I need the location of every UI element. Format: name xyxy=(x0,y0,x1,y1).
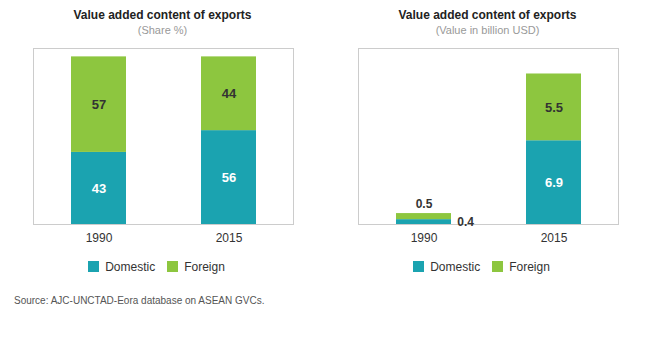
html-text:Value added content of exports: Value added content of exports xyxy=(398,8,577,22)
html-text:Foreign: Foreign xyxy=(509,259,550,274)
html-text:(Share %): (Share %) xyxy=(137,24,188,36)
html-text:Domestic: Domestic xyxy=(430,259,481,274)
svg-text:57: 57 xyxy=(91,97,105,112)
html-text:Value added content of exports: Value added content of exports xyxy=(73,8,252,22)
html-text:Source: AJC-UNCTAD-Eora databa: Source: AJC-UNCTAD-Eora database on ASEA… xyxy=(14,295,265,306)
svg-text:0.4: 0.4 xyxy=(457,215,474,229)
svg-text:2015: 2015 xyxy=(540,231,567,245)
svg-text:43: 43 xyxy=(91,181,105,196)
html-text:(Value in billion USD): (Value in billion USD) xyxy=(435,24,540,36)
svg-text:5.5: 5.5 xyxy=(544,100,562,115)
svg-text:1990: 1990 xyxy=(410,231,437,245)
svg-text:1990: 1990 xyxy=(85,231,112,245)
svg-text:2015: 2015 xyxy=(215,231,242,245)
svg-text:6.9: 6.9 xyxy=(544,175,562,190)
svg-text:44: 44 xyxy=(221,86,236,101)
html-text:Domestic: Domestic xyxy=(105,259,156,274)
svg-text:0.5: 0.5 xyxy=(415,197,432,211)
svg-text:56: 56 xyxy=(221,170,235,185)
html-text:Foreign: Foreign xyxy=(184,259,225,274)
